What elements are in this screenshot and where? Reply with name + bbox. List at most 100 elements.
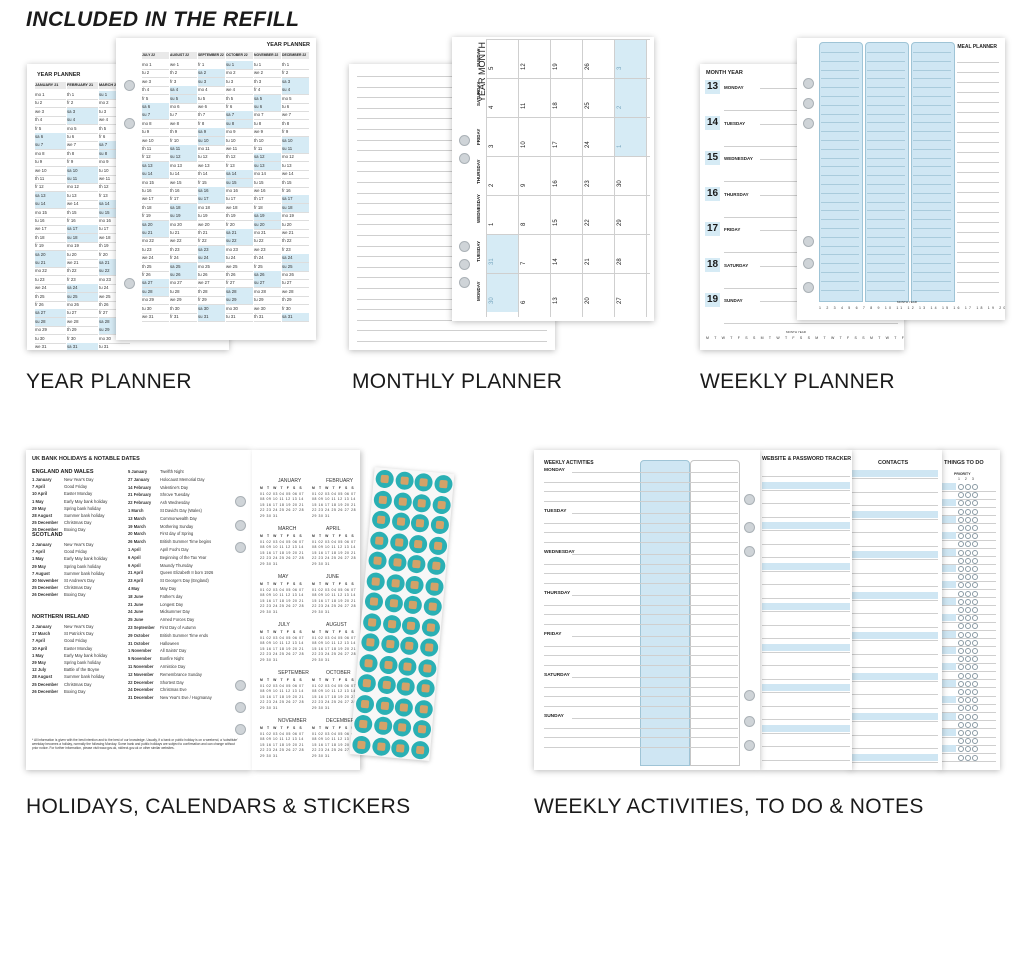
day-line: [572, 595, 738, 596]
day-cell: mo 29: [142, 296, 169, 306]
meal-line: [867, 96, 905, 97]
week-row: 15 16 17 18 19 20 21: [260, 742, 305, 747]
day-cell: we 13: [198, 162, 225, 171]
day-name: FRIDAY: [724, 227, 741, 232]
day-cell: mo 16: [226, 187, 253, 196]
day-number: 13: [705, 80, 720, 94]
meal-line: [913, 104, 951, 106]
day-name: WEDNESDAY: [724, 156, 753, 161]
sticker-icon: [394, 697, 414, 717]
day-cell: th 15: [67, 209, 98, 218]
grid-line: [486, 39, 487, 317]
priority-cols: 1 2 3: [958, 477, 976, 481]
meal-line: [913, 157, 951, 159]
priority-circle: [965, 525, 971, 531]
weekday-header: M T W T F S S: [312, 678, 356, 682]
notable-name: First Day of Autumn: [160, 625, 196, 630]
priority-circle: [958, 598, 964, 605]
notable-name: Armistice Day: [160, 664, 186, 669]
day-cell: tu 6: [282, 103, 309, 112]
day-cell: mo 26: [67, 301, 98, 310]
priority-circle: [965, 730, 971, 736]
day-cell: tu 6: [67, 133, 98, 142]
day-cell: tu 9: [35, 158, 66, 168]
week-row: 22 23 24 25 26 27 28: [260, 508, 305, 513]
week-row: 08 09 10 11 12 13 14: [260, 545, 304, 550]
ring-hole: [803, 282, 814, 293]
day-cell: we 14: [67, 200, 98, 210]
month-header: MARCH 21: [99, 82, 130, 89]
notable-name: British Summer Time ends: [160, 632, 209, 638]
month-header: OCTOBER 22: [226, 52, 253, 59]
note-line: [957, 222, 999, 223]
priority-circle: [965, 713, 971, 720]
day-cell: th 1: [67, 91, 98, 100]
todo-line: [942, 736, 996, 737]
priority-circle: [972, 508, 978, 515]
day-name: SATURDAY: [724, 262, 749, 268]
day-cell: th 2: [170, 69, 197, 79]
day-cell: mo 21: [254, 229, 281, 238]
label-activities: WEEKLY ACTIVITIES, TO DO & NOTES: [534, 795, 924, 818]
todo-line: [942, 761, 996, 762]
notable-name: Father's day: [160, 593, 183, 599]
day-cell: mo 29: [35, 326, 66, 336]
priority-circle: [965, 484, 971, 490]
priority-circle: [965, 656, 971, 663]
notable-date: 29 October: [128, 632, 150, 638]
priority-circle: [958, 549, 964, 556]
meal-line: [867, 289, 905, 291]
day-cell: mo 27: [170, 279, 197, 289]
activity-day: TUESDAY: [544, 509, 567, 514]
todo-line: [942, 498, 996, 500]
day-cell: mo 5: [282, 95, 309, 104]
weekday-header: M T W T F S S: [312, 630, 356, 634]
day-cell: mo 9: [226, 128, 253, 138]
date-number: 2: [617, 105, 623, 109]
day-cell: tu 3: [99, 108, 130, 117]
activity-line: [544, 563, 738, 565]
day-number: 18: [705, 257, 720, 272]
day-cell: th 29: [67, 326, 98, 336]
priority-circle: [972, 705, 978, 712]
meal-line: [821, 184, 859, 185]
notable-name: Twelfth Night: [160, 469, 184, 474]
holiday-name: Christmas Day: [64, 681, 92, 687]
day-cell: tu 31: [226, 313, 253, 322]
contact-highlight: [852, 713, 938, 720]
todo-line: [942, 670, 996, 672]
priority-circle: [972, 680, 978, 687]
todo-line: [942, 654, 996, 655]
day-cell: tu 2: [142, 69, 169, 79]
week-row: 08 09 10 11 12 13 14: [260, 593, 304, 598]
meal-line: [821, 148, 859, 150]
month-header: JANUARY 21: [35, 82, 66, 89]
holiday-date: 7 April: [32, 549, 45, 555]
ring-hole: [235, 680, 246, 691]
day-cell: tu 27: [282, 279, 309, 289]
month-name: MARCH: [278, 526, 297, 532]
sticker-icon: [433, 474, 453, 494]
date-number: 22: [585, 219, 591, 226]
activity-column-1: [640, 460, 690, 766]
day-cell: mo 13: [170, 162, 197, 171]
day-cell: th 29: [282, 296, 309, 306]
holiday-date: 12 July: [32, 667, 47, 673]
day-line: [572, 472, 738, 473]
todo-line: [942, 523, 996, 524]
day-cell: we 4: [226, 86, 253, 96]
notable-date: 24 June: [128, 609, 144, 615]
pw-line: [762, 611, 850, 612]
day-cell: tu 15: [254, 179, 281, 188]
pw-line: [762, 705, 850, 707]
day-cell: mo 5: [67, 125, 98, 134]
day-cell: su 31: [198, 313, 225, 322]
grid-line: [486, 156, 650, 157]
ring-hole: [744, 740, 755, 751]
todo-highlight: [942, 597, 956, 605]
day-cell: fr 31: [170, 313, 197, 322]
contact-highlight: [852, 591, 938, 599]
week-row: 15 16 17 18 19 20 21: [312, 694, 357, 699]
day-cell: th 30: [170, 305, 197, 314]
notable-date: 22 February: [128, 500, 152, 506]
